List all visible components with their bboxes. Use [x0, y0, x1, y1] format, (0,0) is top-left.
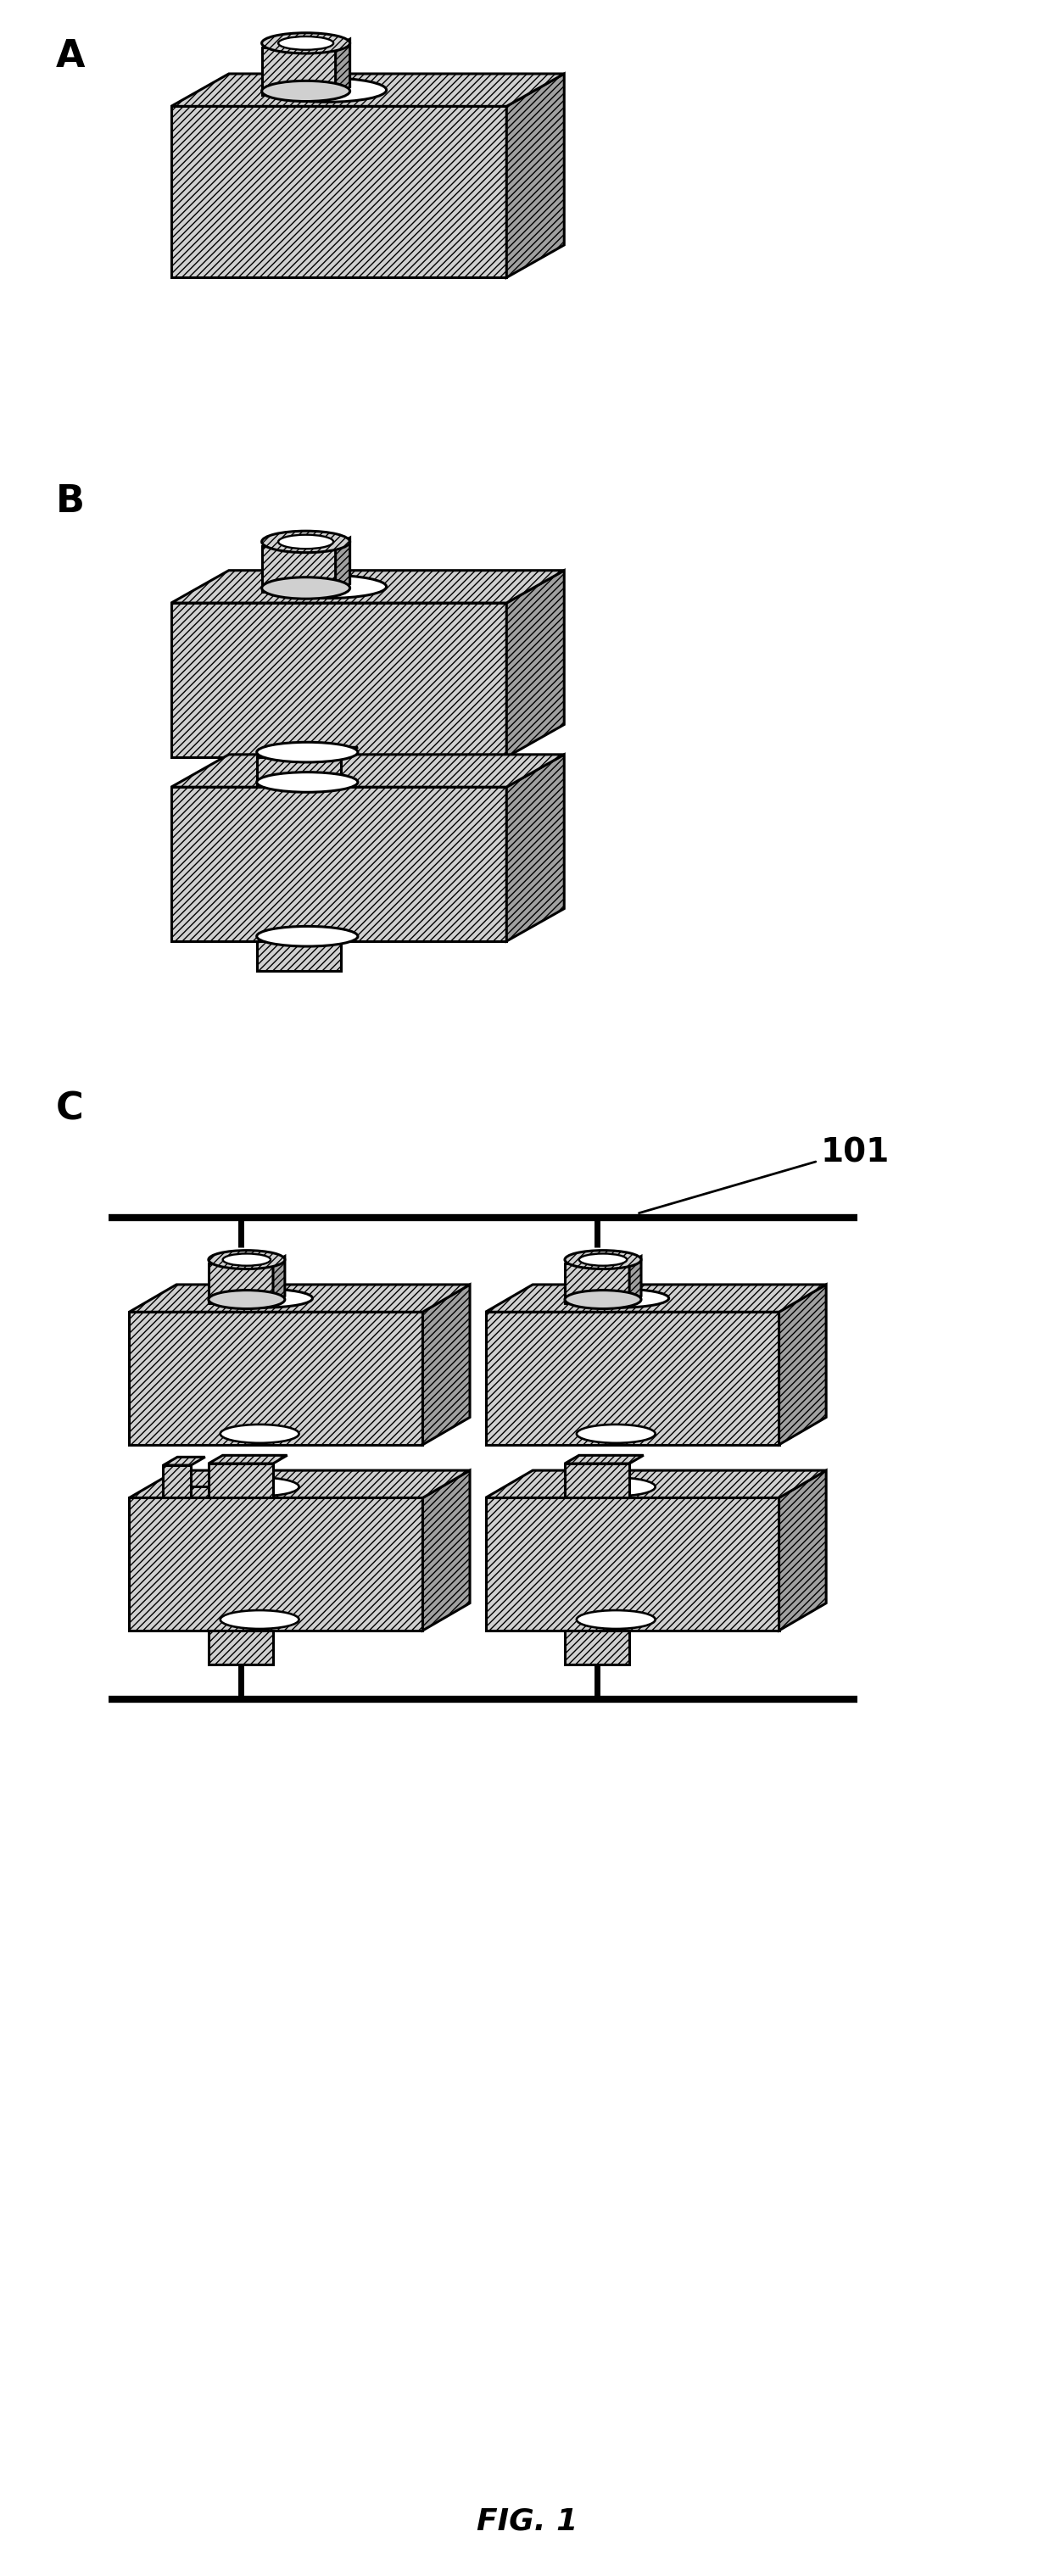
- Ellipse shape: [579, 1255, 627, 1265]
- Polygon shape: [130, 1497, 423, 1631]
- Polygon shape: [256, 940, 341, 971]
- Polygon shape: [485, 1311, 779, 1445]
- Polygon shape: [779, 1471, 826, 1631]
- Text: 101: 101: [821, 1136, 889, 1170]
- Polygon shape: [273, 1257, 285, 1303]
- Ellipse shape: [209, 1291, 285, 1309]
- Polygon shape: [335, 538, 350, 592]
- Ellipse shape: [577, 1610, 655, 1628]
- Ellipse shape: [256, 773, 358, 793]
- Polygon shape: [130, 1471, 469, 1497]
- Polygon shape: [564, 1631, 630, 1664]
- Ellipse shape: [269, 77, 386, 103]
- Polygon shape: [171, 788, 506, 940]
- Polygon shape: [423, 1471, 469, 1631]
- Ellipse shape: [577, 1425, 655, 1443]
- Polygon shape: [171, 75, 564, 106]
- Polygon shape: [485, 1471, 826, 1497]
- Polygon shape: [209, 1631, 273, 1664]
- Ellipse shape: [223, 1255, 270, 1265]
- Ellipse shape: [279, 36, 333, 49]
- Polygon shape: [171, 569, 564, 603]
- Ellipse shape: [262, 33, 350, 54]
- Polygon shape: [506, 569, 564, 757]
- Ellipse shape: [256, 742, 358, 762]
- Ellipse shape: [220, 1425, 299, 1443]
- Polygon shape: [335, 39, 350, 95]
- Ellipse shape: [577, 1479, 655, 1497]
- Polygon shape: [164, 1458, 205, 1466]
- Ellipse shape: [262, 531, 350, 554]
- Ellipse shape: [262, 577, 350, 598]
- Ellipse shape: [220, 1610, 299, 1628]
- Polygon shape: [630, 1257, 641, 1303]
- Ellipse shape: [209, 1249, 285, 1270]
- Ellipse shape: [262, 80, 350, 100]
- Polygon shape: [485, 1285, 826, 1311]
- Polygon shape: [262, 546, 335, 592]
- Polygon shape: [209, 1463, 273, 1497]
- Text: C: C: [56, 1092, 83, 1128]
- Polygon shape: [485, 1497, 779, 1631]
- Ellipse shape: [220, 1479, 299, 1497]
- Polygon shape: [130, 1285, 469, 1311]
- Ellipse shape: [256, 927, 358, 945]
- Polygon shape: [164, 1466, 191, 1497]
- Polygon shape: [209, 1455, 287, 1463]
- Polygon shape: [262, 46, 335, 95]
- Polygon shape: [564, 1262, 630, 1303]
- Polygon shape: [130, 1311, 423, 1445]
- Ellipse shape: [269, 574, 386, 598]
- Polygon shape: [171, 106, 506, 278]
- Polygon shape: [779, 1285, 826, 1445]
- Polygon shape: [564, 1455, 644, 1463]
- Polygon shape: [171, 755, 564, 788]
- Ellipse shape: [216, 1288, 312, 1309]
- Polygon shape: [256, 747, 358, 757]
- Text: FIG. 1: FIG. 1: [477, 2506, 578, 2535]
- Polygon shape: [506, 75, 564, 278]
- Ellipse shape: [564, 1291, 641, 1309]
- Polygon shape: [256, 757, 341, 788]
- Polygon shape: [506, 755, 564, 940]
- Ellipse shape: [564, 1249, 641, 1270]
- Text: B: B: [56, 484, 84, 520]
- Polygon shape: [209, 1262, 273, 1303]
- Polygon shape: [564, 1463, 630, 1497]
- Ellipse shape: [279, 536, 333, 549]
- Ellipse shape: [573, 1288, 669, 1309]
- Polygon shape: [171, 603, 506, 757]
- Polygon shape: [423, 1285, 469, 1445]
- Text: A: A: [56, 39, 85, 75]
